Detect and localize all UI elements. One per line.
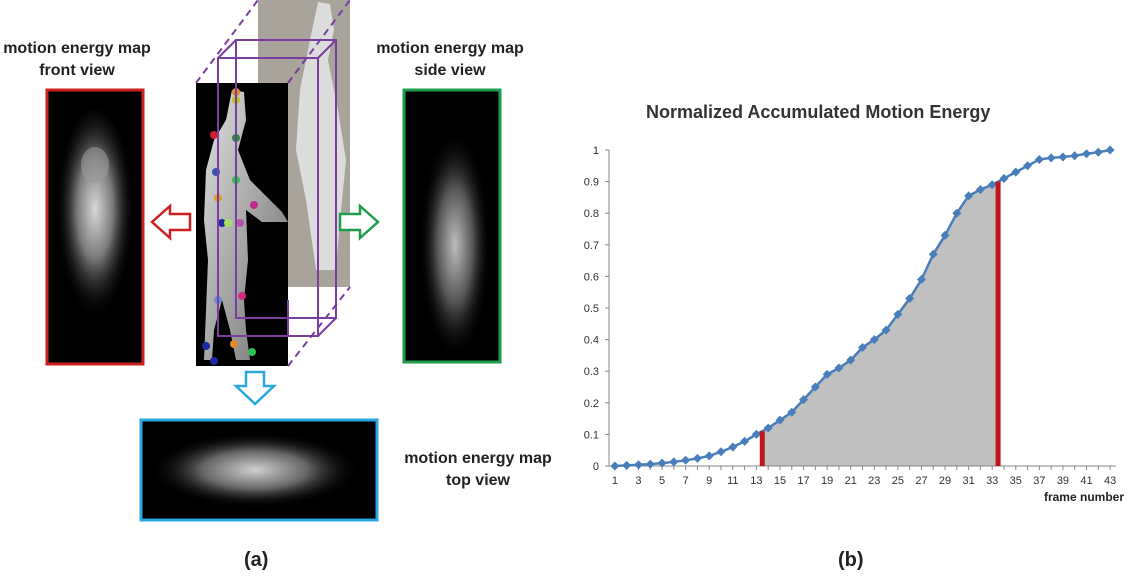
side-view-label-line1: motion energy map bbox=[376, 40, 524, 57]
x-tick-label: 33 bbox=[986, 475, 998, 487]
x-tick-label: 29 bbox=[939, 475, 951, 487]
data-point bbox=[987, 180, 997, 190]
chart-title: Normalized Accumulated Motion Energy bbox=[646, 102, 991, 122]
y-tick-label: 0.7 bbox=[584, 240, 599, 252]
data-point bbox=[740, 436, 750, 446]
x-tick-label: 3 bbox=[635, 475, 641, 487]
data-point bbox=[1070, 151, 1080, 161]
data-point bbox=[622, 460, 632, 470]
y-tick-label: 0.1 bbox=[584, 429, 599, 441]
data-point bbox=[1058, 152, 1068, 162]
side-view-label-line2: side view bbox=[414, 62, 486, 79]
caption-b: (b) bbox=[838, 549, 864, 571]
x-tick-label: 19 bbox=[821, 475, 833, 487]
bounding-cube bbox=[217, 39, 337, 337]
x-tick-label: 25 bbox=[892, 475, 904, 487]
data-point bbox=[681, 455, 691, 465]
top-view-label-line2: top view bbox=[445, 472, 510, 489]
body-silhouette bbox=[204, 90, 288, 360]
top-view-label: motion energy map top view bbox=[390, 448, 566, 492]
data-point bbox=[1023, 161, 1033, 171]
data-point bbox=[881, 325, 891, 335]
data-point bbox=[1082, 149, 1092, 159]
data-point bbox=[692, 453, 702, 463]
side-view-label: motion energy map side view bbox=[370, 38, 530, 82]
data-point bbox=[657, 458, 667, 468]
x-tick-label: 11 bbox=[727, 475, 738, 487]
x-tick-label: 7 bbox=[683, 475, 689, 487]
data-point bbox=[751, 429, 761, 439]
y-tick-label: 0 bbox=[593, 461, 599, 473]
y-tick-label: 0.9 bbox=[584, 177, 599, 189]
data-point bbox=[975, 185, 985, 194]
front-view-label-line2: front view bbox=[39, 62, 115, 79]
x-tick-label: 43 bbox=[1104, 475, 1116, 487]
y-tick-label: 0.3 bbox=[584, 366, 599, 378]
data-point bbox=[940, 230, 950, 240]
caption-a: (a) bbox=[244, 549, 269, 571]
y-tick-label: 1 bbox=[593, 145, 599, 157]
y-tick-label: 0.8 bbox=[584, 208, 599, 220]
data-point bbox=[728, 442, 738, 452]
y-tick-label: 0.5 bbox=[584, 303, 599, 315]
data-point bbox=[787, 407, 797, 417]
x-tick-label: 9 bbox=[706, 475, 712, 487]
x-tick-label: 23 bbox=[868, 475, 880, 487]
x-tick-label: 21 bbox=[845, 475, 857, 487]
data-point bbox=[799, 395, 809, 405]
data-point bbox=[669, 457, 679, 467]
data-point bbox=[858, 343, 867, 352]
y-tick-label: 0.6 bbox=[584, 271, 599, 283]
data-point bbox=[869, 335, 879, 345]
data-point bbox=[893, 309, 903, 319]
data-point bbox=[1011, 167, 1021, 177]
data-point bbox=[1093, 147, 1103, 157]
x-tick-label: 27 bbox=[915, 475, 927, 487]
x-tick-label: 5 bbox=[659, 475, 665, 487]
data-point bbox=[1034, 154, 1044, 164]
projection-lines bbox=[195, 0, 351, 367]
top-view-label-line1: motion energy map bbox=[404, 450, 552, 467]
arrow-right-icon bbox=[338, 203, 380, 241]
depth-back-silhouette bbox=[296, 2, 346, 270]
x-tick-label: 13 bbox=[750, 475, 762, 487]
x-tick-label: 1 bbox=[612, 475, 618, 487]
data-point bbox=[834, 363, 844, 373]
data-point bbox=[1046, 153, 1056, 163]
x-axis-label: frame number bbox=[1044, 490, 1124, 504]
data-point bbox=[916, 275, 926, 285]
front-view-label-line1: motion energy map bbox=[3, 40, 151, 57]
data-point bbox=[810, 382, 820, 392]
y-tick-label: 0.2 bbox=[584, 398, 599, 410]
data-point bbox=[846, 355, 856, 365]
data-point bbox=[610, 461, 620, 471]
data-point bbox=[905, 294, 915, 304]
data-point bbox=[999, 173, 1009, 183]
x-tick-label: 37 bbox=[1033, 475, 1045, 487]
x-tick-label: 41 bbox=[1080, 475, 1092, 487]
data-point bbox=[763, 423, 773, 433]
front-view-label: motion energy map front view bbox=[2, 38, 152, 82]
x-tick-label: 39 bbox=[1057, 475, 1069, 487]
data-point bbox=[704, 451, 714, 461]
series-line bbox=[614, 148, 1111, 468]
data-point bbox=[928, 249, 938, 259]
data-point bbox=[645, 459, 655, 469]
arrow-down-icon bbox=[232, 370, 278, 406]
x-tick-label: 15 bbox=[774, 475, 786, 487]
data-point bbox=[964, 191, 974, 201]
shaded-area bbox=[762, 181, 999, 466]
panel-a-diagram bbox=[45, 0, 502, 522]
arrow-left-icon bbox=[150, 203, 192, 241]
y-tick-label: 0.4 bbox=[584, 335, 599, 347]
x-tick-label: 35 bbox=[1010, 475, 1022, 487]
data-point bbox=[716, 447, 726, 457]
data-point bbox=[775, 415, 785, 425]
data-point bbox=[633, 460, 643, 470]
data-point bbox=[1105, 145, 1115, 155]
x-tick-label: 31 bbox=[962, 475, 974, 487]
data-point bbox=[822, 369, 832, 379]
data-point bbox=[952, 208, 962, 218]
x-tick-label: 17 bbox=[797, 475, 809, 487]
